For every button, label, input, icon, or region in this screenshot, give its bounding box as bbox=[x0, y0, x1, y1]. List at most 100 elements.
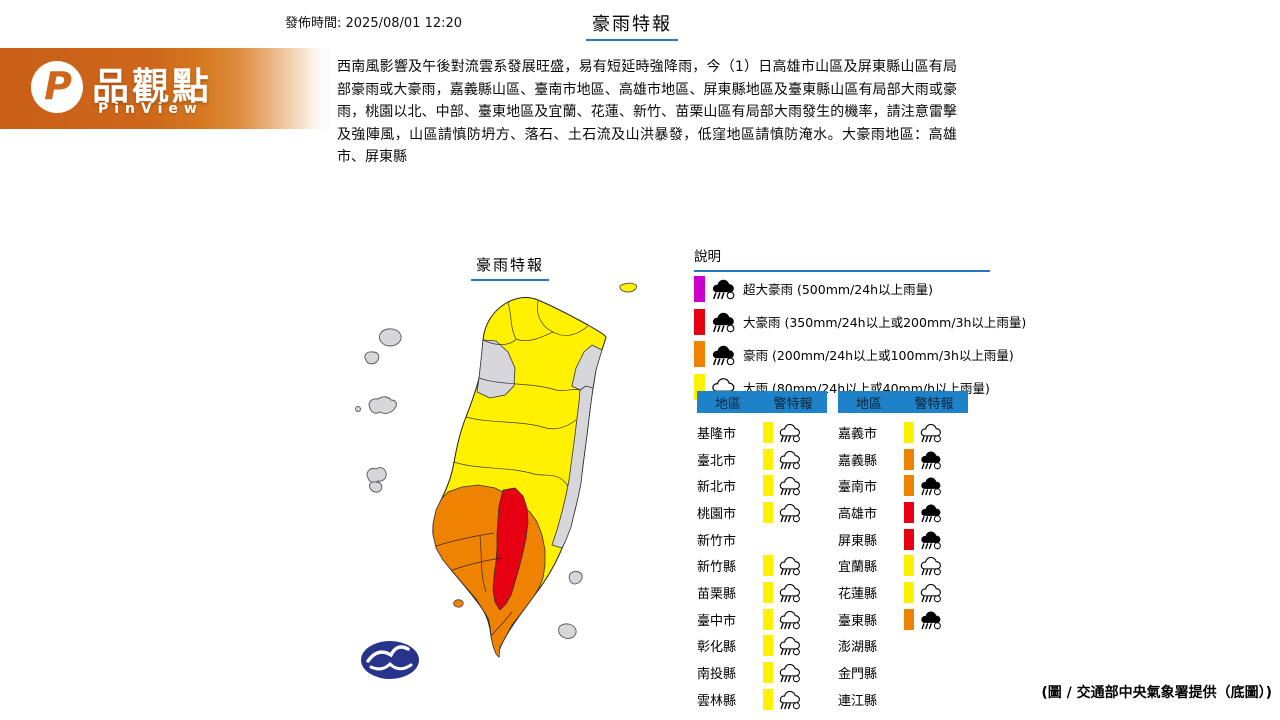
region-name: 臺北市 bbox=[697, 453, 737, 469]
map-region-southwest bbox=[432, 484, 546, 658]
warning-level-bar bbox=[763, 662, 773, 684]
table-row: 連江縣 bbox=[838, 686, 968, 713]
map-region-orchid-island bbox=[558, 623, 577, 639]
rain-icon bbox=[777, 502, 803, 523]
warning-level-bar bbox=[763, 608, 773, 630]
header-cell-area: 地區 bbox=[855, 396, 882, 412]
warning-level-bar bbox=[904, 581, 914, 603]
map-label: 豪雨特報 bbox=[471, 254, 550, 281]
heavy-rain-icon bbox=[918, 609, 944, 630]
region-name: 基隆市 bbox=[697, 426, 737, 442]
table-row: 嘉義縣 bbox=[838, 446, 968, 473]
table-row: 宜蘭縣 bbox=[838, 552, 968, 579]
rain-icon bbox=[777, 582, 803, 603]
region-name: 高雄市 bbox=[838, 506, 878, 522]
region-name: 新竹市 bbox=[697, 533, 737, 549]
advisory-text: 西南風影響及午後對流雲系發展旺盛，易有短延時強降雨，今（1）日高雄市山區及屏東縣… bbox=[337, 59, 957, 166]
warning-level-bar bbox=[904, 448, 914, 470]
region-name: 澎湖縣 bbox=[838, 640, 878, 656]
region-name: 南投縣 bbox=[697, 667, 737, 683]
table-row: 彰化縣 bbox=[697, 633, 827, 660]
warning-level-bar bbox=[904, 555, 914, 577]
cwa-logo-icon bbox=[361, 641, 419, 679]
table-row: 花蓮縣 bbox=[838, 579, 968, 606]
table-header: 地區 警特報 bbox=[697, 391, 827, 413]
offshore-islands bbox=[355, 282, 637, 639]
table-row: 雲林縣 bbox=[697, 686, 827, 713]
warning-level-bar bbox=[904, 475, 914, 497]
region-name: 屏東縣 bbox=[838, 533, 878, 549]
header-cell-area: 地區 bbox=[714, 396, 741, 412]
taiwan-warning-map bbox=[355, 282, 637, 679]
heavy-rain-icon bbox=[918, 529, 944, 550]
table-row: 新竹縣 bbox=[697, 552, 827, 579]
rain-icon bbox=[777, 449, 803, 470]
brand-logo-letter: P bbox=[44, 64, 72, 108]
table-row: 嘉義市 bbox=[838, 419, 968, 446]
region-name: 臺東縣 bbox=[838, 613, 878, 629]
rain-icon bbox=[777, 555, 803, 576]
brand-logo-icon: P bbox=[31, 61, 83, 113]
map-region-gueishan-island bbox=[619, 282, 637, 293]
region-name: 宜蘭縣 bbox=[838, 560, 878, 576]
rain-icon bbox=[777, 475, 803, 496]
heavy-rain-icon bbox=[710, 343, 737, 366]
header-cell-warning: 警特報 bbox=[773, 396, 813, 412]
warning-level-bar bbox=[763, 421, 773, 443]
region-name: 苗栗縣 bbox=[697, 586, 737, 602]
heavy-rain-icon bbox=[918, 449, 944, 470]
map-region-east-coast-strip bbox=[551, 385, 594, 549]
region-name: 臺南市 bbox=[838, 480, 878, 496]
map-region-penghu-dot bbox=[355, 406, 361, 412]
heavy-rain-icon bbox=[918, 502, 944, 523]
legend-item: 豪雨 (200mm/24h以上或100mm/3h以上雨量) bbox=[694, 338, 1014, 370]
legend-color-swatch bbox=[694, 341, 705, 368]
table-row: 新竹市 bbox=[697, 526, 827, 553]
warning-level-bar bbox=[904, 501, 914, 523]
footer-credit: (圖 / 交通部中央氣象署提供（底圖）) bbox=[1041, 685, 1272, 701]
map-region-penghu-south-a bbox=[366, 467, 387, 483]
table-row: 新北市 bbox=[697, 472, 827, 499]
header-cell-warning: 警特報 bbox=[914, 396, 954, 412]
region-name: 嘉義縣 bbox=[838, 453, 878, 469]
warning-level-bar bbox=[763, 555, 773, 577]
table-rows-right: 嘉義市嘉義縣臺南市高雄市屏東縣宜蘭縣花蓮縣臺東縣澎湖縣金門縣連江縣 bbox=[838, 413, 968, 713]
map-region-northeast-coast bbox=[571, 344, 603, 391]
brand-name: 品觀點 bbox=[92, 65, 212, 108]
table-row: 高雄市 bbox=[838, 499, 968, 526]
region-name: 臺中市 bbox=[697, 613, 737, 629]
table-row: 澎湖縣 bbox=[838, 633, 968, 660]
region-table-left: 地區 警特報 基隆市 臺北市 新北市 桃園市 新竹市 新竹縣 苗栗縣 臺中市 彰化縣 南投縣 雲林縣 bbox=[697, 391, 827, 713]
legend-label: 大豪雨 (350mm/24h以上或200mm/3h以上雨量) bbox=[743, 315, 1027, 331]
rain-icon bbox=[777, 662, 803, 683]
legend-color-swatch bbox=[694, 275, 705, 302]
legend-label: 超大豪雨 (500mm/24h以上雨量) bbox=[743, 282, 933, 298]
warning-level-bar bbox=[904, 528, 914, 550]
warning-level-bar bbox=[763, 581, 773, 603]
brand-banner: P 品觀點 PinView bbox=[0, 48, 333, 129]
rain-icon bbox=[777, 422, 803, 443]
warning-level-bar bbox=[904, 608, 914, 630]
table-header: 地區 警特報 bbox=[838, 391, 968, 413]
table-row: 臺中市 bbox=[697, 606, 827, 633]
map-section: 豪雨特報 bbox=[340, 240, 680, 720]
legend: 說明 超大豪雨 (500mm/24h以上雨量) 大豪雨 (350mm/24h以上或… bbox=[694, 245, 1026, 404]
map-region-matsu-island-a bbox=[379, 328, 402, 347]
map-region-penghu-north bbox=[368, 396, 397, 414]
brand-subtitle: PinView bbox=[98, 101, 203, 117]
warning-level-bar bbox=[763, 501, 773, 523]
rain-icon bbox=[777, 635, 803, 656]
rain-icon bbox=[777, 689, 803, 710]
published-time: 發佈時間: 2025/08/01 12:20 bbox=[285, 16, 463, 31]
table-row: 臺北市 bbox=[697, 446, 827, 473]
legend-item: 大豪雨 (350mm/24h以上或200mm/3h以上雨量) bbox=[694, 305, 1026, 337]
page-title: 豪雨特報 bbox=[586, 10, 678, 41]
table-row: 屏東縣 bbox=[838, 526, 968, 553]
rain-icon bbox=[918, 422, 944, 443]
warning-level-bar bbox=[763, 688, 773, 710]
region-name: 金門縣 bbox=[838, 667, 878, 683]
table-rows-left: 基隆市 臺北市 新北市 桃園市 新竹市 新竹縣 苗栗縣 臺中市 彰化縣 南投縣 雲林縣 bbox=[697, 413, 827, 713]
legend-color-swatch bbox=[694, 308, 705, 335]
legend-label: 豪雨 (200mm/24h以上或100mm/3h以上雨量) bbox=[743, 347, 1014, 363]
region-name: 連江縣 bbox=[838, 693, 878, 709]
